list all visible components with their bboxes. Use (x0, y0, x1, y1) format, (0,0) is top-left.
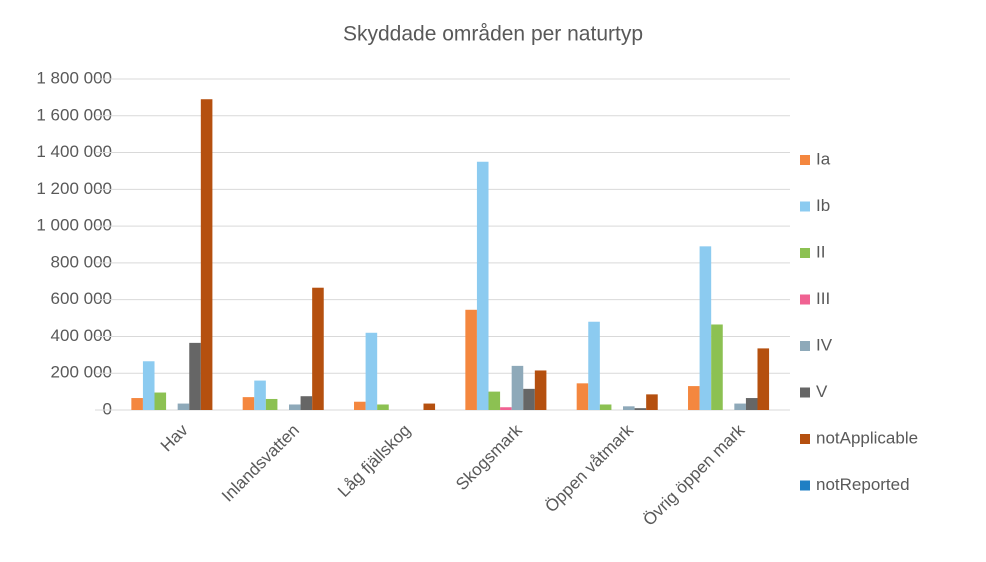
y-tick-label: 400 000 (51, 326, 112, 345)
bar (289, 404, 301, 410)
bar (312, 287, 324, 410)
bar (711, 324, 723, 410)
bar (354, 401, 366, 410)
bar (646, 394, 658, 410)
legend-label: II (816, 242, 825, 261)
bar (757, 348, 770, 410)
bar (576, 383, 589, 410)
bar (254, 380, 266, 410)
bar (588, 321, 600, 410)
y-tick-label: 1 200 000 (36, 179, 112, 198)
bar (365, 332, 378, 410)
y-tick-label: 600 000 (51, 289, 112, 308)
bar (523, 388, 535, 410)
y-tick-label: 1 600 000 (36, 105, 112, 124)
x-tick-label: Låg fjällskog (334, 421, 414, 501)
bar (131, 398, 143, 410)
bar (488, 391, 501, 410)
x-tick-label: Övrig öppen mark (639, 420, 748, 529)
legend-swatch (800, 294, 810, 305)
y-tick-label: 0 (103, 399, 112, 418)
y-tick-label: 1 000 000 (36, 216, 112, 235)
legend-swatch (800, 341, 810, 351)
bar (242, 397, 255, 410)
x-tick-label: Inlandsvatten (218, 421, 303, 506)
y-tick-label: 200 000 (51, 363, 112, 382)
legend-label: notReported (816, 475, 910, 494)
y-tick-label: 1 400 000 (36, 142, 112, 161)
bar (599, 404, 612, 410)
x-tick-label: Öppen våtmark (541, 420, 637, 516)
bar (200, 99, 213, 410)
bar (688, 386, 700, 410)
y-tick-label: 800 000 (51, 252, 112, 271)
bar (377, 404, 389, 410)
bar (511, 365, 524, 410)
legend-label: Ia (816, 149, 831, 168)
bar (465, 309, 477, 410)
legend-label: notApplicable (816, 428, 918, 447)
y-tick-label: 1 800 000 (36, 68, 112, 87)
bar (423, 403, 436, 410)
legend-swatch (800, 155, 810, 165)
bar (300, 396, 313, 410)
legend-swatch (800, 248, 810, 258)
bar (734, 403, 746, 410)
bar (177, 403, 190, 410)
bar (265, 398, 278, 410)
legend-swatch (800, 201, 810, 212)
bar (500, 407, 512, 410)
legend-swatch (800, 434, 810, 444)
bar (476, 161, 489, 410)
bar (634, 408, 647, 410)
bar (154, 392, 167, 410)
legend-swatch (800, 480, 810, 491)
legend-label: Ib (816, 196, 830, 215)
bar (623, 406, 635, 410)
x-tick-label: Skogsmark (452, 420, 526, 494)
legend-label: III (816, 289, 830, 308)
legend-swatch (800, 387, 810, 398)
legend-label: IV (816, 335, 833, 354)
bar (534, 370, 547, 410)
x-tick-label: Hav (157, 420, 192, 455)
bar (699, 246, 712, 410)
legend-label: V (816, 382, 828, 401)
chart-title: Skyddade områden per naturtyp (343, 23, 643, 46)
bar (142, 361, 155, 410)
bar (189, 342, 201, 410)
bar (745, 398, 758, 410)
